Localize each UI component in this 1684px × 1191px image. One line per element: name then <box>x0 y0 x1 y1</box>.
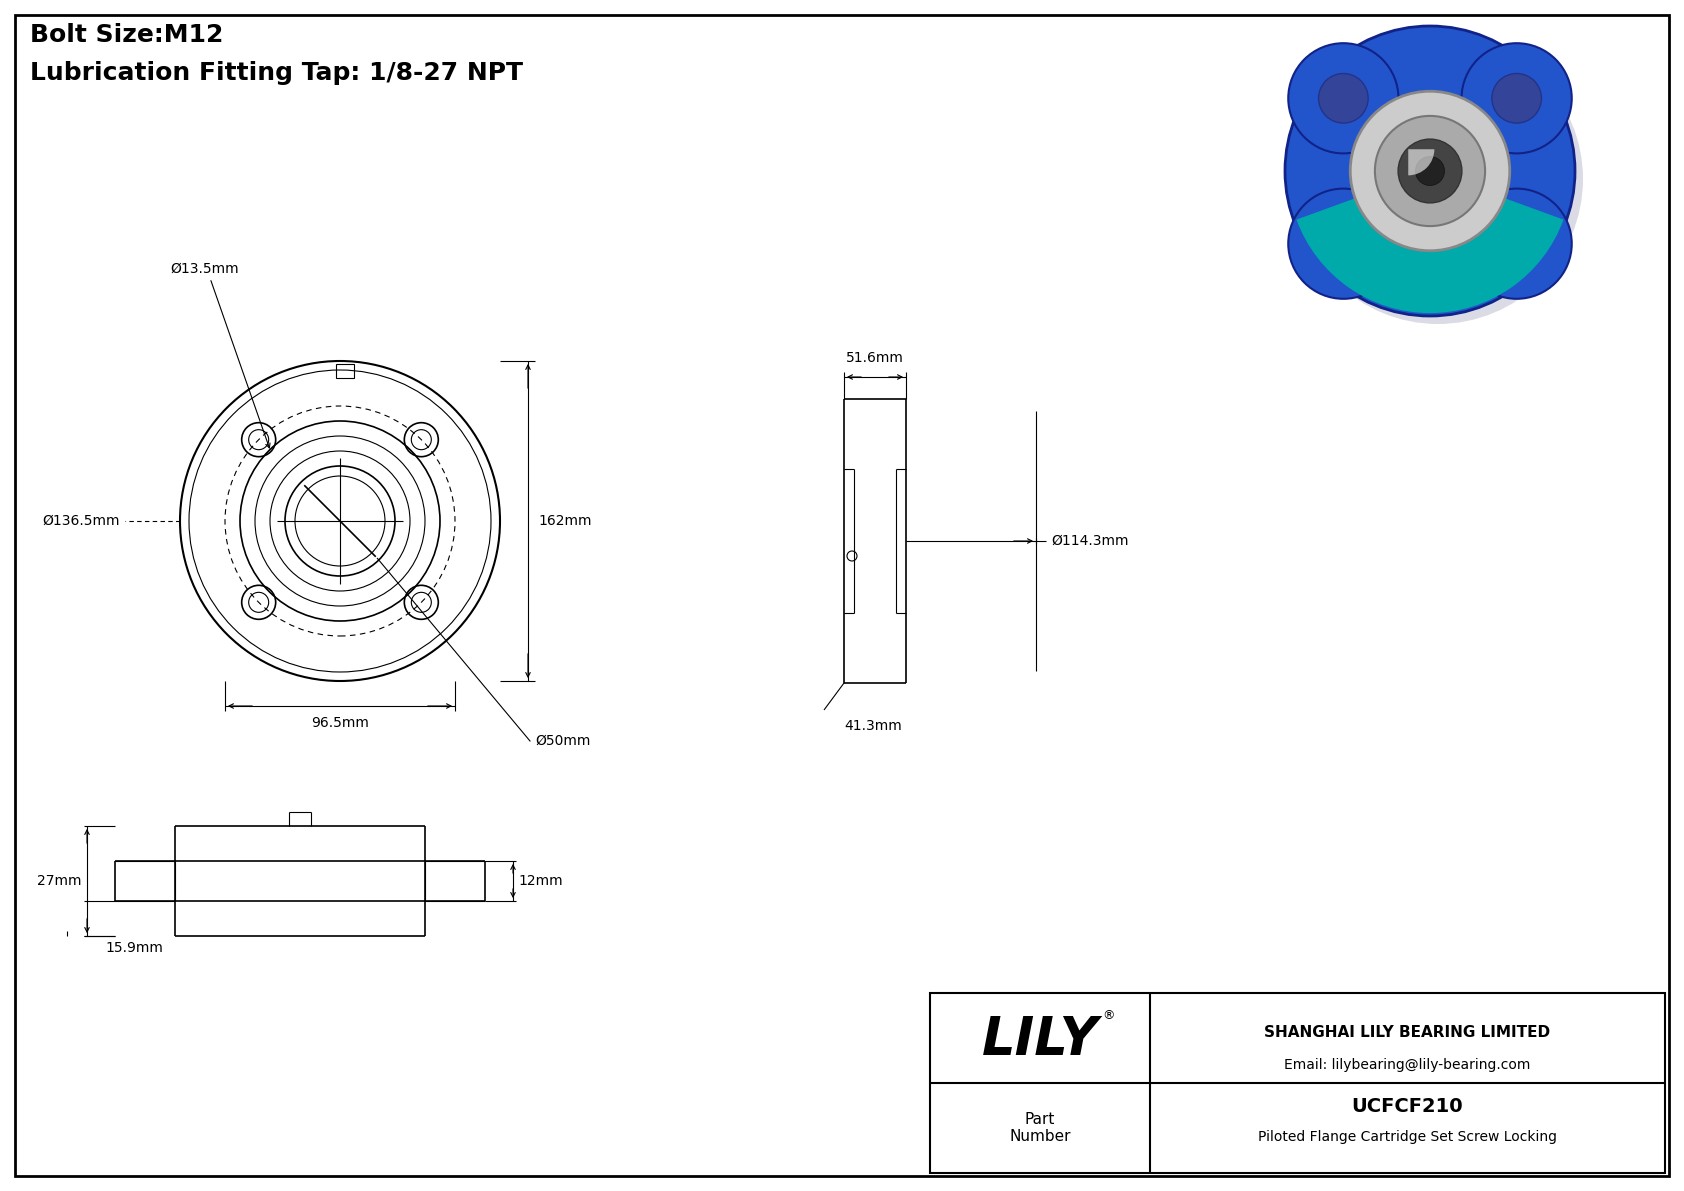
Text: Bolt Size:M12: Bolt Size:M12 <box>30 23 224 46</box>
Text: 41.3mm: 41.3mm <box>844 719 901 732</box>
Circle shape <box>1462 188 1571 299</box>
Text: ®: ® <box>1101 1009 1115 1022</box>
Text: Email: lilybearing@lily-bearing.com: Email: lilybearing@lily-bearing.com <box>1285 1058 1531 1072</box>
Text: Part
Number: Part Number <box>1009 1112 1071 1145</box>
Circle shape <box>1398 139 1462 202</box>
Text: 96.5mm: 96.5mm <box>312 716 369 730</box>
Text: UCFCF210: UCFCF210 <box>1352 1097 1463 1116</box>
Wedge shape <box>1297 172 1563 313</box>
Circle shape <box>1319 219 1367 268</box>
Circle shape <box>1374 116 1485 226</box>
Text: Ø114.3mm: Ø114.3mm <box>1051 534 1128 548</box>
Text: Lubrication Fitting Tap: 1/8-27 NPT: Lubrication Fitting Tap: 1/8-27 NPT <box>30 61 524 85</box>
Circle shape <box>1288 188 1398 299</box>
Text: Ø50mm: Ø50mm <box>536 734 591 748</box>
Circle shape <box>1293 35 1583 324</box>
Text: 15.9mm: 15.9mm <box>104 941 163 955</box>
Text: 12mm: 12mm <box>519 874 562 888</box>
Bar <box>930 993 1665 1173</box>
Circle shape <box>1288 43 1398 154</box>
Circle shape <box>1492 74 1541 123</box>
Circle shape <box>1492 219 1541 268</box>
Text: Ø13.5mm: Ø13.5mm <box>170 262 239 276</box>
Text: 27mm: 27mm <box>37 874 83 888</box>
Text: Ø136.5mm: Ø136.5mm <box>42 515 120 528</box>
Text: 162mm: 162mm <box>537 515 591 528</box>
Wedge shape <box>1408 149 1435 175</box>
Text: Piloted Flange Cartridge Set Screw Locking: Piloted Flange Cartridge Set Screw Locki… <box>1258 1130 1558 1145</box>
Text: SHANGHAI LILY BEARING LIMITED: SHANGHAI LILY BEARING LIMITED <box>1265 1025 1551 1040</box>
Bar <box>337 364 354 378</box>
Circle shape <box>1319 74 1367 123</box>
Circle shape <box>1416 156 1445 186</box>
Circle shape <box>1285 26 1575 316</box>
Text: LILY: LILY <box>982 1014 1098 1066</box>
Circle shape <box>1351 92 1511 251</box>
Text: 51.6mm: 51.6mm <box>845 351 904 364</box>
Circle shape <box>1462 43 1571 154</box>
